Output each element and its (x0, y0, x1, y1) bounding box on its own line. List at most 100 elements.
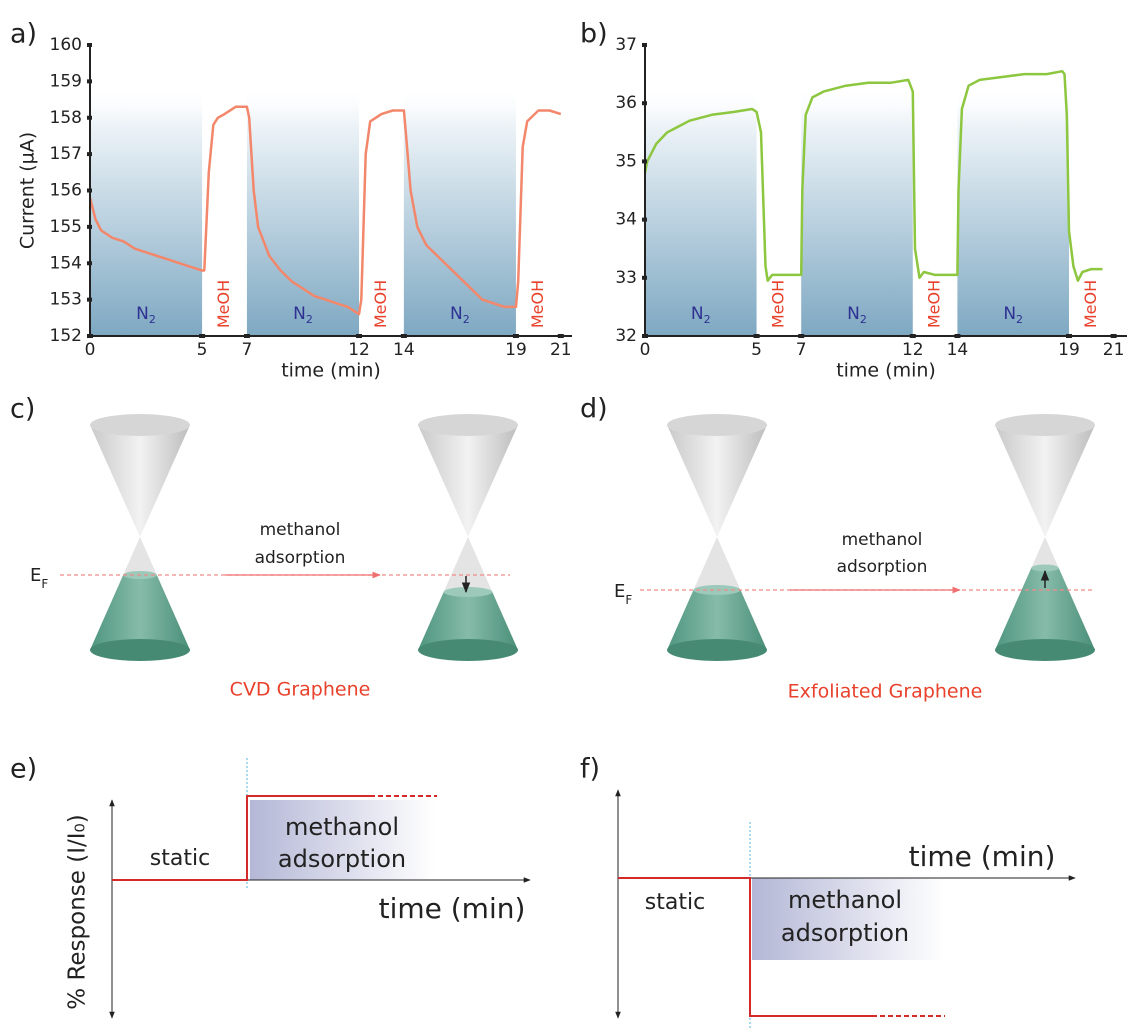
y-tick-label: 160 (50, 35, 82, 55)
state-label: static (150, 846, 210, 871)
region-label: methanol (285, 813, 399, 841)
x-tick-label: 0 (85, 340, 96, 360)
annotation: methanol (260, 520, 341, 540)
x-tick (753, 334, 760, 338)
band (645, 85, 757, 336)
x-tick-label: 19 (505, 340, 527, 360)
y-tick (87, 79, 92, 84)
band-label-sub: 2 (306, 313, 313, 326)
band-label-sub: 2 (463, 313, 470, 326)
state-label: static (645, 890, 705, 915)
x-axis-label: time (min) (281, 360, 381, 382)
panel-label: c) (10, 394, 35, 425)
dirac-cone (90, 414, 190, 661)
y-axis-label: % Response (I/I₀) (65, 814, 91, 1009)
x-tick (642, 334, 648, 338)
y-tick-label: 159 (50, 71, 82, 91)
schematic-f: f) static methanol adsorption time (min) (580, 754, 1076, 1030)
band (246, 85, 360, 336)
x-tick-label: 7 (796, 340, 807, 360)
panel-label: a) (10, 19, 37, 50)
x-tick-label: 21 (550, 340, 572, 360)
band-label-sub: 2 (1016, 313, 1023, 326)
dirac-cone (995, 414, 1095, 661)
x-axis-label: time (min) (379, 892, 526, 925)
y-tick-label: 36 (615, 93, 637, 113)
panel-label: f) (580, 754, 600, 785)
annotation: adsorption (837, 557, 928, 577)
gap-label: MeOH (528, 280, 547, 328)
region-shade (250, 800, 435, 880)
band-label-sub: 2 (860, 313, 867, 326)
y-tick-label: 33 (615, 268, 637, 288)
y-tick (87, 43, 92, 47)
x-axis-label: time (min) (909, 840, 1056, 873)
diagram-c: c) methanol adsorption EF CVD Graphene (10, 394, 518, 701)
panel-label: b) (580, 19, 608, 50)
band-label: N2 (450, 304, 470, 326)
fermi-sub: F (625, 593, 632, 607)
y-tick (87, 224, 92, 229)
x-tick-label: 7 (242, 340, 253, 360)
y-tick (642, 43, 647, 47)
band-label: N2 (136, 304, 156, 326)
y-tick (642, 159, 647, 164)
y-tick (642, 101, 647, 106)
band-label: N2 (691, 304, 711, 326)
gap-label: MeOH (925, 280, 944, 328)
region-label: adsorption (278, 845, 406, 873)
fermi-label: EF (30, 565, 48, 591)
annotation: adsorption (255, 548, 346, 568)
fermi-main: E (30, 565, 41, 586)
band-label-main: N (450, 304, 463, 324)
fermi-main: E (614, 581, 625, 602)
x-tick-label: 5 (751, 340, 762, 360)
series-line (88, 105, 562, 316)
y-tick-label: 154 (50, 253, 82, 273)
y-tick-label: 158 (50, 108, 82, 128)
band-label: N2 (847, 304, 867, 326)
x-tick (512, 334, 519, 338)
annotation: methanol (842, 530, 923, 550)
y-tick (87, 188, 92, 193)
x-tick (400, 334, 407, 338)
band (403, 85, 516, 336)
band-label-sub: 2 (704, 313, 711, 326)
band-label-sub: 2 (149, 313, 156, 326)
x-tick-label: 12 (902, 340, 924, 360)
response-line (618, 877, 872, 1017)
y-tick (642, 217, 647, 222)
dirac-cone (418, 414, 518, 661)
series-line (643, 69, 1103, 282)
band-label-main: N (1003, 304, 1016, 324)
x-axis-label: time (min) (836, 360, 936, 382)
gap-label: MeOH (768, 280, 787, 328)
y-axis-label: Current (µA) (17, 132, 39, 249)
y-tick (87, 152, 92, 157)
region-shade (752, 878, 945, 960)
y-tick (87, 297, 92, 302)
x-tick-label: 14 (393, 340, 415, 360)
band-label-main: N (691, 304, 704, 324)
x-tick (954, 334, 961, 338)
y-tick-label: 155 (50, 217, 82, 237)
schematic-e: e) static methanol adsorption time (min)… (10, 754, 531, 1019)
gap-label: MeOH (214, 280, 233, 328)
y-tick-label: 153 (50, 290, 82, 310)
y-tick-label: 35 (615, 151, 637, 171)
panel-label: d) (580, 394, 608, 425)
x-tick-label: 14 (947, 340, 969, 360)
diagram-d: d) methanol adsorption EF Exfoliated Gra… (580, 394, 1095, 703)
panel-label: e) (10, 754, 37, 785)
caption: Exfoliated Graphene (788, 681, 983, 703)
band (90, 85, 203, 336)
x-tick (909, 334, 916, 338)
x-tick-label: 0 (640, 340, 651, 360)
y-tick (87, 261, 92, 266)
x-tick (1065, 334, 1072, 338)
y-tick-label: 32 (615, 326, 637, 346)
y-tick-label: 157 (50, 144, 82, 164)
band-label-main: N (847, 304, 860, 324)
